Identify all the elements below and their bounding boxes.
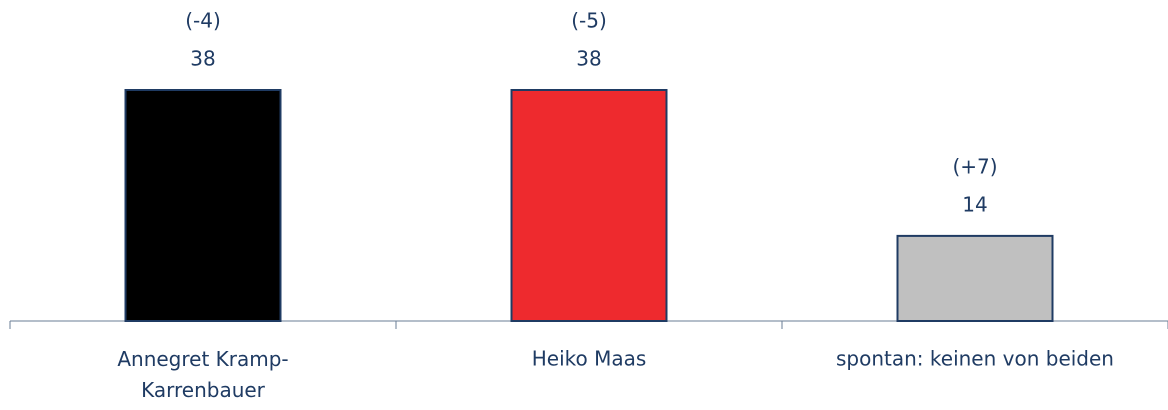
bar (124, 89, 282, 322)
bar (510, 89, 668, 322)
value-label: 38 (190, 47, 215, 71)
x-tick-label: spontan: keinen von beiden (836, 347, 1114, 371)
label-line: Annegret Kramp- (117, 347, 288, 371)
value-label: 38 (576, 47, 601, 71)
change-label: (+7) (952, 154, 997, 178)
value-label: 14 (962, 192, 987, 216)
change-label: (-5) (571, 9, 607, 33)
x-tick-label: Heiko Maas (532, 347, 647, 371)
x-tick-label: Annegret Kramp- Karrenbauer (117, 347, 288, 402)
bar (896, 234, 1054, 322)
change-label: (-4) (185, 9, 221, 33)
label-line: Karrenbauer (141, 378, 266, 402)
